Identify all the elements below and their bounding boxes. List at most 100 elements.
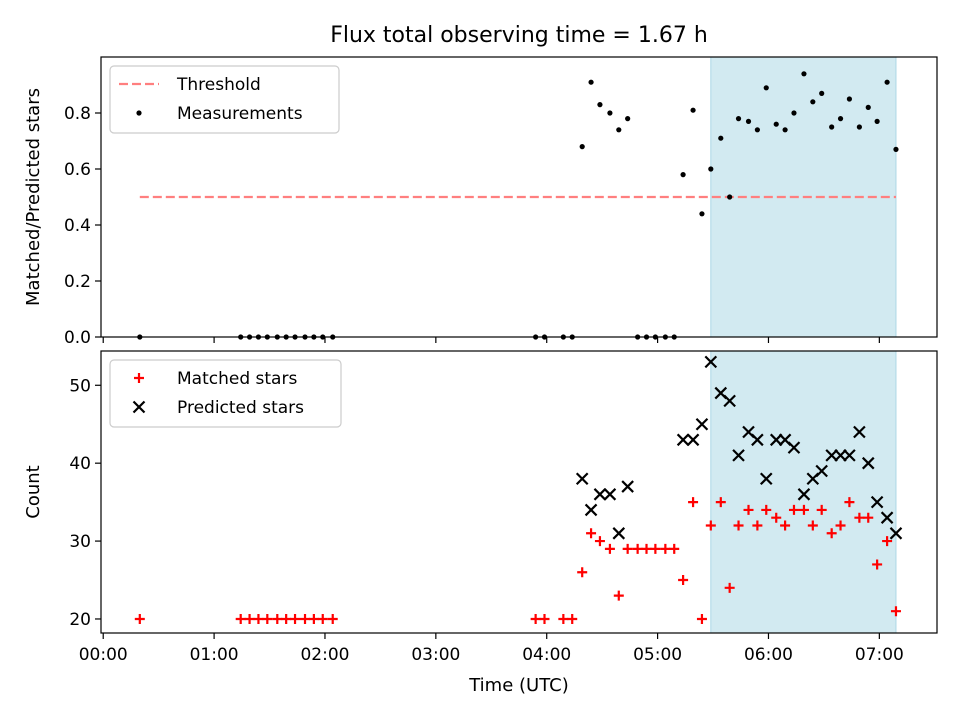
axes-frame xyxy=(100,350,938,634)
matched-star-point xyxy=(262,613,273,624)
predicted-star-point xyxy=(676,433,690,447)
measurement-point xyxy=(735,116,742,122)
y-tick-label: 0.4 xyxy=(64,216,91,236)
matched-star-point xyxy=(669,543,680,554)
matched-star-point xyxy=(530,613,541,624)
predicted-star-point xyxy=(603,488,617,501)
legend: Matched stars Predicted stars xyxy=(109,359,342,428)
measurement-point xyxy=(893,146,899,152)
measurement-point xyxy=(607,110,613,116)
matched-star-point xyxy=(660,543,671,554)
matched-star-point xyxy=(688,497,699,508)
predicted-star-point xyxy=(584,503,598,517)
matched-star-point xyxy=(308,613,319,624)
x-tick-label: 00:00 xyxy=(79,645,128,665)
bottom-panel: 20 30 40 50 00:00 01:00 02:00 03:00 04:00 05:00 06… xyxy=(23,350,938,696)
matched-star-point xyxy=(586,528,597,539)
legend-label: Predicted stars xyxy=(177,398,304,418)
predicted-star-point xyxy=(686,433,700,447)
predicted-star-point xyxy=(695,417,709,431)
measurement-point xyxy=(884,79,890,85)
predicted-star-point xyxy=(732,449,745,462)
measurement-point xyxy=(763,85,769,91)
matched-star-point xyxy=(705,520,716,531)
matched-star-point xyxy=(872,559,883,570)
predicted-star-point xyxy=(815,464,828,478)
measurement-point xyxy=(690,107,696,113)
measurement-point xyxy=(588,79,594,85)
predicted-star-point xyxy=(593,488,607,501)
axes-frame xyxy=(100,56,938,338)
x-tick-label: 05:00 xyxy=(633,645,682,665)
legend-predicted-swatch xyxy=(132,400,146,414)
y-tick-label: 20 xyxy=(69,610,91,630)
measurement-point xyxy=(846,96,853,102)
measurement-point xyxy=(625,116,631,122)
matched-star-point xyxy=(244,613,255,624)
predicted-star-point xyxy=(575,472,589,486)
matched-star-point xyxy=(290,613,301,624)
y-tick-label: 0.2 xyxy=(64,272,91,292)
x-axis-label: Time (UTC) xyxy=(468,675,569,696)
matched-star-point xyxy=(788,504,799,515)
matched-star-point xyxy=(641,543,652,554)
matched-star-point xyxy=(134,613,145,624)
matched-star-point xyxy=(272,613,283,624)
matched-star-point xyxy=(882,536,893,547)
matched-star-point xyxy=(743,504,754,515)
predicted-star-point xyxy=(612,527,626,540)
x-tick-label: 04:00 xyxy=(522,645,571,665)
y-tick-label: 50 xyxy=(69,376,91,396)
y-tick-label: 0.8 xyxy=(64,104,91,124)
measurement-point xyxy=(718,135,724,141)
matched-star-point xyxy=(733,520,744,531)
predicted-star-point xyxy=(797,488,811,501)
measurement-point xyxy=(754,127,760,133)
predicted-star-point xyxy=(787,441,801,454)
legend-measurement-swatch xyxy=(136,110,142,116)
matched-star-point xyxy=(798,504,809,515)
observing-window-shade xyxy=(710,350,897,634)
matched-star-point xyxy=(613,590,624,601)
matched-star-point xyxy=(696,613,707,624)
matched-star-point xyxy=(539,613,550,624)
matched-star-point xyxy=(863,512,874,523)
predicted-star-point xyxy=(853,425,866,439)
predicted-star-point xyxy=(843,449,856,462)
predicted-star-point xyxy=(621,480,634,493)
matched-star-point xyxy=(253,613,264,624)
measurement-point xyxy=(874,118,880,124)
matched-star-point xyxy=(835,520,846,531)
matched-star-point xyxy=(678,575,689,586)
matched-star-point xyxy=(300,613,311,624)
matched-star-point xyxy=(622,543,633,554)
matched-star-point xyxy=(558,613,569,624)
predicted-star-point xyxy=(723,394,736,408)
matched-star-point xyxy=(577,567,588,578)
y-tick-label: 40 xyxy=(69,454,91,474)
matched-star-point xyxy=(281,613,292,624)
matched-star-point xyxy=(724,582,735,593)
matched-star-point xyxy=(594,536,605,547)
matched-star-point xyxy=(632,543,643,554)
legend-label: Measurements xyxy=(177,104,303,124)
measurement-point xyxy=(819,90,825,96)
measurement-point xyxy=(597,102,603,108)
matched-star-point xyxy=(567,613,578,624)
x-tick-label: 01:00 xyxy=(190,645,239,665)
chart-title: Flux total observing time = 1.67 h xyxy=(330,23,708,48)
matched-star-point xyxy=(715,497,726,508)
matched-star-point xyxy=(826,528,837,539)
measurement-point xyxy=(801,71,807,77)
predicted-star-point xyxy=(751,433,764,447)
top-panel: 0.0 0.2 0.4 0.6 0.8 Matched/Predicted stars Th… xyxy=(23,56,938,348)
x-tick-label: 03:00 xyxy=(411,645,460,665)
measurement-point xyxy=(856,124,862,130)
measurement-point xyxy=(773,121,779,127)
measurement-point xyxy=(579,144,585,150)
matched-star-point xyxy=(327,613,338,624)
y-tick-label: 0.6 xyxy=(64,160,91,180)
matched-star-point xyxy=(235,613,246,624)
predicted-star-point xyxy=(880,511,894,524)
